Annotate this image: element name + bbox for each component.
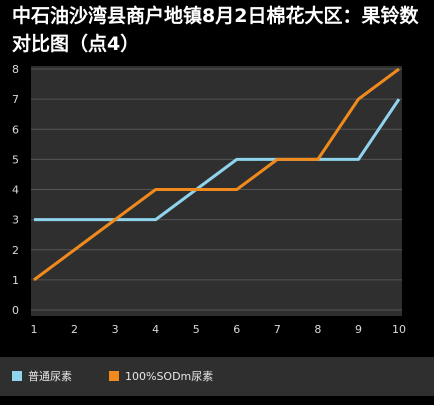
y-tick-label: 2 <box>12 244 19 257</box>
series-line-2 <box>33 67 400 282</box>
legend-label-series-2: 100%SODm尿素 <box>125 370 214 383</box>
legend-swatch-series-2 <box>109 371 119 381</box>
y-tick-label: 5 <box>12 153 19 166</box>
x-tick-label: 2 <box>71 323 78 336</box>
y-axis-tick-labels: 0 1 2 3 4 5 6 7 8 <box>12 63 19 317</box>
x-tick-label: 7 <box>274 323 281 336</box>
x-tick-label: 1 <box>31 323 38 336</box>
legend: 普通尿素 100%SODm尿素 <box>0 357 434 396</box>
y-tick-label: 8 <box>12 63 19 76</box>
y-tick-label: 4 <box>12 184 19 197</box>
series-line-1 <box>34 98 401 222</box>
x-tick-label: 4 <box>152 323 159 336</box>
legend-item-series-1: 普通尿素 <box>12 369 72 385</box>
x-axis-tick-labels: 1 2 3 4 5 6 7 8 9 10 <box>31 323 407 336</box>
y-tick-label: 7 <box>12 93 19 106</box>
legend-label-series-1: 普通尿素 <box>28 370 72 383</box>
grid-lines <box>31 68 402 311</box>
x-tick-label: 5 <box>193 323 200 336</box>
x-tick-label: 3 <box>112 323 119 336</box>
x-tick-label: 10 <box>392 323 406 336</box>
legend-swatch-series-1 <box>12 371 22 381</box>
x-tick-label: 8 <box>314 323 321 336</box>
y-tick-label: 3 <box>12 214 19 227</box>
y-tick-label: 1 <box>12 274 19 287</box>
x-tick-label: 6 <box>233 323 240 336</box>
chart-title: 中石油沙湾县商户地镇8月2日棉花大区：果铃数对比图（点4） <box>12 5 419 55</box>
legend-item-series-2: 100%SODm尿素 <box>109 369 213 385</box>
y-tick-label: 0 <box>12 304 19 317</box>
x-tick-label: 9 <box>355 323 362 336</box>
y-tick-label: 6 <box>12 123 19 136</box>
series-lines <box>33 67 401 282</box>
